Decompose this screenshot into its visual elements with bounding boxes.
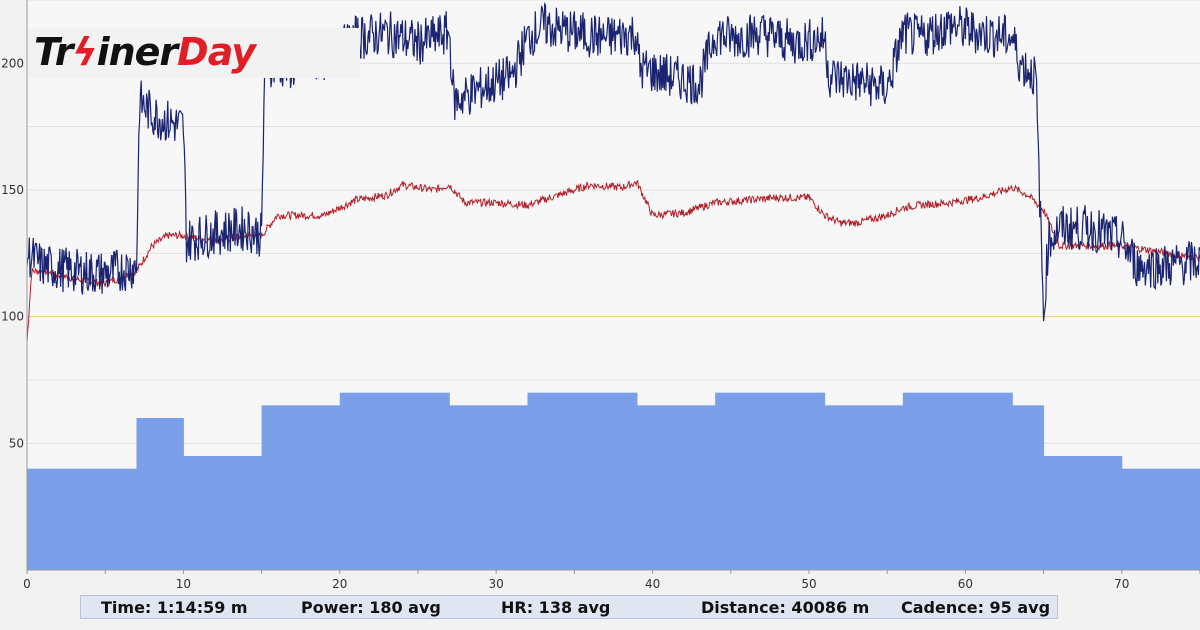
logo-bolt-icon: ϟ <box>72 30 98 74</box>
logo-text-iner: iner <box>96 30 179 74</box>
trainerday-logo: TrϟinerDay <box>28 28 360 78</box>
x-tick-label: 70 <box>1114 577 1129 591</box>
stat-power: Power: 180 avg <box>301 598 441 617</box>
logo-text-tr: Tr <box>34 30 73 74</box>
target-step-bar <box>902 392 1013 570</box>
stat-hr: HR: 138 avg <box>501 598 611 617</box>
target-step-bar <box>1121 468 1200 570</box>
target-step-bar <box>449 405 528 570</box>
target-step-bar <box>136 418 184 570</box>
y-tick-label: 50 <box>9 436 24 450</box>
stat-distance: Distance: 40086 m <box>701 598 870 617</box>
target-step-bar <box>261 405 341 570</box>
y-tick-label: 200 <box>1 56 24 70</box>
x-tick-label: 60 <box>958 577 973 591</box>
power-line <box>26 1 1200 322</box>
target-step-bar <box>715 392 826 570</box>
y-tick-label: 100 <box>1 310 24 324</box>
target-step-bar <box>27 468 137 570</box>
target-step-bar <box>636 405 716 570</box>
stat-time: Time: 1:14:59 m <box>101 598 248 617</box>
axes: 0 10 20 30 40 50 60 70 50 100 150 200 <box>1 0 1200 591</box>
x-tick-label: 40 <box>645 577 660 591</box>
target-step-bar <box>1012 405 1045 570</box>
stat-cadence: Cadence: 95 avg <box>901 598 1051 617</box>
y-tick-label: 150 <box>1 183 24 197</box>
x-tick-label: 30 <box>489 577 504 591</box>
target-step-bar <box>1043 456 1123 570</box>
x-tick-label: 0 <box>23 577 31 591</box>
target-step-bar <box>527 392 638 570</box>
target-step-bar <box>339 392 450 570</box>
target-step-bar <box>183 456 263 570</box>
x-tick-label: 10 <box>176 577 191 591</box>
target-power-area <box>27 392 1200 570</box>
x-tick-label: 50 <box>801 577 816 591</box>
workout-stats-bar: Time: 1:14:59 m Power: 180 avg HR: 138 a… <box>80 595 1058 619</box>
series-lines <box>26 1 1200 343</box>
logo-text-day: Day <box>177 30 256 74</box>
x-tick-label: 20 <box>332 577 347 591</box>
target-step-bar <box>824 405 904 570</box>
